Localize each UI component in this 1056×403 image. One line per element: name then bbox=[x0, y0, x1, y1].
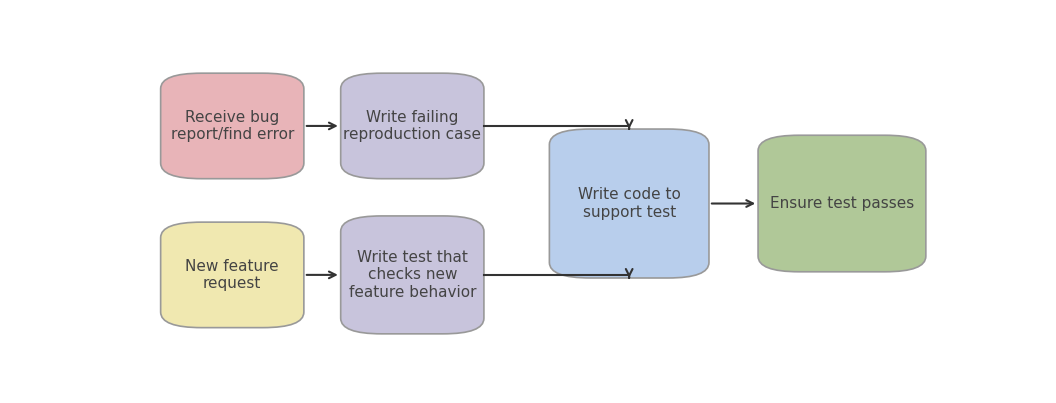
Text: Write test that
checks new
feature behavior: Write test that checks new feature behav… bbox=[348, 250, 476, 300]
FancyBboxPatch shape bbox=[341, 73, 484, 179]
Text: Write code to
support test: Write code to support test bbox=[578, 187, 681, 220]
FancyBboxPatch shape bbox=[758, 135, 926, 272]
Text: Write failing
reproduction case: Write failing reproduction case bbox=[343, 110, 482, 142]
FancyBboxPatch shape bbox=[549, 129, 709, 278]
FancyBboxPatch shape bbox=[341, 216, 484, 334]
Text: Receive bug
report/find error: Receive bug report/find error bbox=[171, 110, 294, 142]
FancyBboxPatch shape bbox=[161, 222, 304, 328]
Text: Ensure test passes: Ensure test passes bbox=[770, 196, 914, 211]
Text: New feature
request: New feature request bbox=[186, 259, 279, 291]
FancyBboxPatch shape bbox=[161, 73, 304, 179]
